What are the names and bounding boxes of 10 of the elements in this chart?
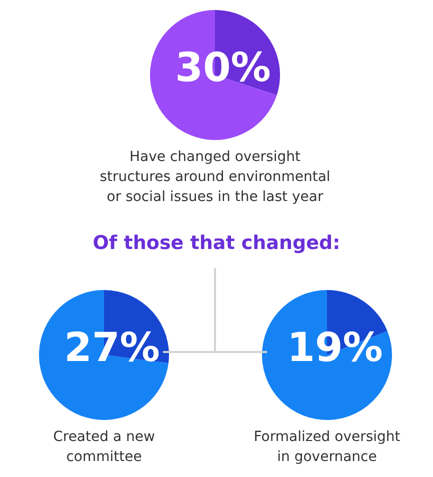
- text: Have changed oversight structures around environmental or social issues in the last year: [100, 149, 330, 205]
- pie-slice: [262, 290, 392, 420]
- data-label: 30%: [175, 45, 271, 91]
- pie-slice: [39, 290, 168, 420]
- data-label: 19%: [287, 325, 383, 371]
- text: Of those that changed:: [92, 232, 342, 254]
- pie-slice: [150, 10, 277, 140]
- text: Formalized oversight in governance: [254, 429, 401, 465]
- text: Created a new committee: [53, 429, 155, 465]
- data-label: 27%: [64, 325, 160, 371]
